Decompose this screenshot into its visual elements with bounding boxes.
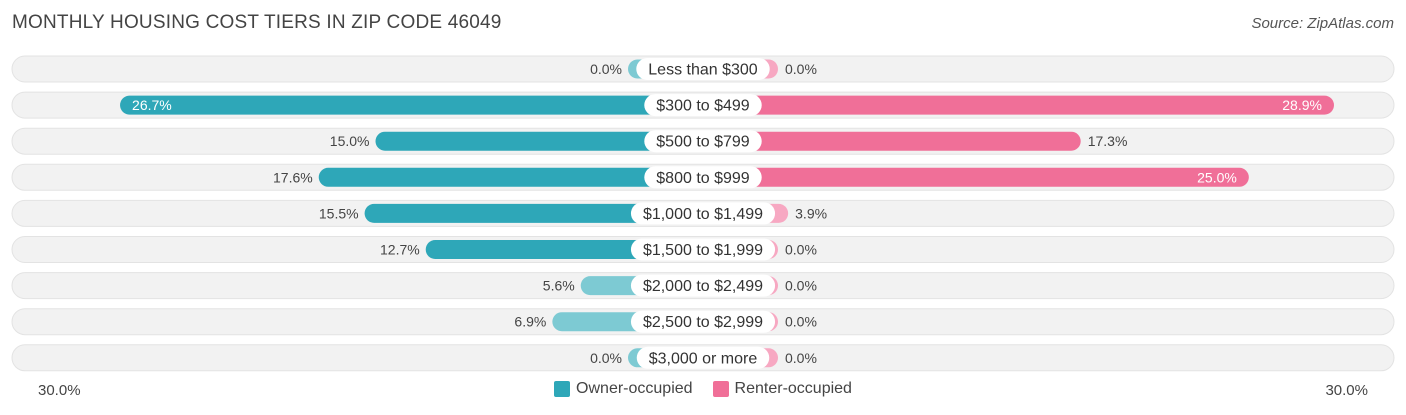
value-label-renter: 0.0% [785, 61, 817, 77]
value-label-owner: 15.5% [319, 205, 359, 221]
category-label: $2,500 to $2,999 [643, 314, 763, 331]
bar-renter [703, 167, 1249, 187]
value-label-renter: 28.9% [1282, 97, 1322, 113]
category-label: $2,000 to $2,499 [643, 278, 763, 295]
category-pill [644, 166, 762, 189]
legend: Owner-occupied Renter-occupied [0, 380, 1406, 398]
value-label-owner: 6.9% [514, 314, 546, 330]
bar-renter [703, 95, 1334, 115]
value-label-renter: 3.9% [795, 205, 827, 221]
value-label-owner: 17.6% [273, 169, 313, 185]
bar-owner [364, 203, 703, 223]
legend-swatch-renter [712, 381, 729, 397]
value-label-renter: 0.0% [785, 350, 817, 366]
bar-owner [318, 167, 703, 187]
bar-owner [375, 131, 703, 151]
axis-right-label: 30.0% [1325, 382, 1368, 399]
category-pill [644, 94, 762, 117]
category-label: $500 to $799 [656, 134, 750, 151]
value-label-renter: 17.3% [1088, 133, 1128, 149]
legend-item-owner: Owner-occupied [554, 380, 693, 398]
category-label: $1,000 to $1,499 [643, 206, 763, 223]
value-label-owner: 15.0% [330, 133, 370, 149]
legend-swatch-owner [554, 381, 571, 397]
legend-label-renter: Renter-occupied [734, 380, 852, 397]
value-label-owner: 0.0% [590, 61, 622, 77]
category-label: $3,000 or more [649, 350, 758, 367]
category-pill [630, 238, 776, 261]
category-label: Less than $300 [648, 62, 758, 79]
category-pill [630, 310, 776, 333]
value-label-renter: 0.0% [785, 314, 817, 330]
value-label-owner: 26.7% [132, 97, 172, 113]
chart-title: MONTHLY HOUSING COST TIERS IN ZIP CODE 4… [12, 12, 502, 33]
category-label: $300 to $499 [656, 98, 750, 115]
chart-source: Source: ZipAtlas.com [1251, 15, 1394, 32]
category-label: $1,500 to $1,999 [643, 242, 763, 259]
value-label-owner: 0.0% [590, 350, 622, 366]
value-label-renter: 0.0% [785, 242, 817, 258]
legend-item-renter: Renter-occupied [712, 380, 852, 398]
category-pill [636, 346, 770, 369]
bar-owner [120, 95, 704, 115]
value-label-owner: 5.6% [543, 278, 575, 294]
value-label-renter: 25.0% [1197, 169, 1237, 185]
category-pill [630, 274, 776, 297]
category-pill [630, 202, 776, 225]
legend-label-owner: Owner-occupied [576, 380, 693, 397]
category-label: $800 to $999 [656, 170, 750, 187]
category-pill [644, 130, 762, 153]
value-label-owner: 12.7% [380, 242, 420, 258]
axis-left-label: 30.0% [38, 382, 81, 399]
bar-renter [703, 131, 1081, 151]
category-pill [636, 58, 770, 80]
value-label-renter: 0.0% [785, 278, 817, 294]
